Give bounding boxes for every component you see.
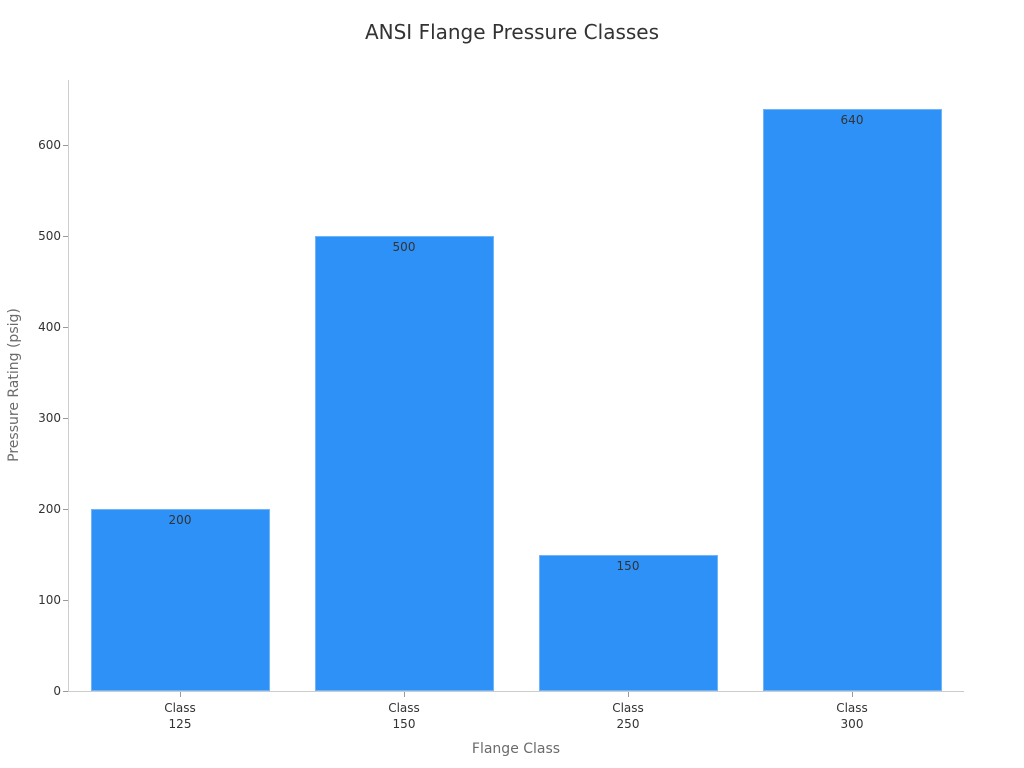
x-axis-line — [68, 691, 964, 692]
y-tick-label: 400 — [38, 320, 61, 335]
x-axis-label: Flange Class — [471, 741, 561, 757]
chart-title: ANSI Flange Pressure Classes — [364, 20, 660, 44]
x-tick: Class 300 — [802, 692, 902, 732]
y-tick-mark — [63, 418, 68, 420]
x-tick-label: 150 — [392, 717, 416, 731]
bar-class-250: 150 — [538, 554, 718, 691]
y-tick: 500 — [0, 229, 68, 250]
x-tick-mark — [627, 692, 629, 697]
y-tick: 200 — [0, 502, 68, 523]
bar-class-300: 640 — [762, 109, 942, 691]
x-tick-mark — [403, 692, 405, 697]
y-tick: 100 — [0, 593, 68, 614]
x-tick-label: 125 — [168, 717, 192, 731]
y-tick: 400 — [0, 320, 68, 341]
x-tick: Class 125 — [130, 692, 230, 732]
y-tick-mark — [63, 691, 68, 692]
y-tick: 300 — [0, 411, 68, 432]
y-tick: 600 — [0, 138, 68, 159]
x-tick-label: 250 — [616, 717, 640, 731]
y-tick-mark — [63, 600, 68, 602]
y-tick-mark — [63, 327, 68, 329]
y-tick-label: 300 — [38, 411, 61, 426]
x-tick: Class 250 — [578, 692, 678, 732]
y-tick-label: 0 — [53, 684, 61, 698]
y-tick-label: 200 — [38, 502, 61, 517]
y-tick-mark — [63, 145, 68, 147]
y-tick-label: 500 — [38, 229, 61, 244]
x-tick-label: Class — [388, 701, 420, 715]
bar-class-150: 500 — [314, 236, 494, 691]
x-tick-label: 300 — [840, 717, 864, 731]
y-tick-label: 100 — [38, 593, 61, 608]
y-tick-mark — [63, 236, 68, 238]
x-tick-label: Class — [836, 701, 868, 715]
y-tick: 0 — [0, 684, 68, 705]
bar-value-label: 640 — [840, 113, 864, 128]
bar-value-label: 200 — [168, 513, 192, 528]
bar-value-label: 150 — [616, 558, 640, 573]
bar-value-label: 500 — [392, 240, 416, 255]
x-tick-label: Class — [164, 701, 196, 715]
x-tick-mark — [179, 692, 181, 697]
y-tick-label: 600 — [38, 138, 61, 153]
x-tick-label: Class — [612, 701, 644, 715]
y-axis-label: Pressure Rating (psig) — [6, 308, 22, 462]
x-tick-mark — [851, 692, 853, 697]
bar-class-125: 200 — [90, 509, 270, 691]
y-axis-line — [68, 80, 69, 692]
y-tick-mark — [63, 509, 68, 511]
x-tick: Class 150 — [354, 692, 454, 732]
